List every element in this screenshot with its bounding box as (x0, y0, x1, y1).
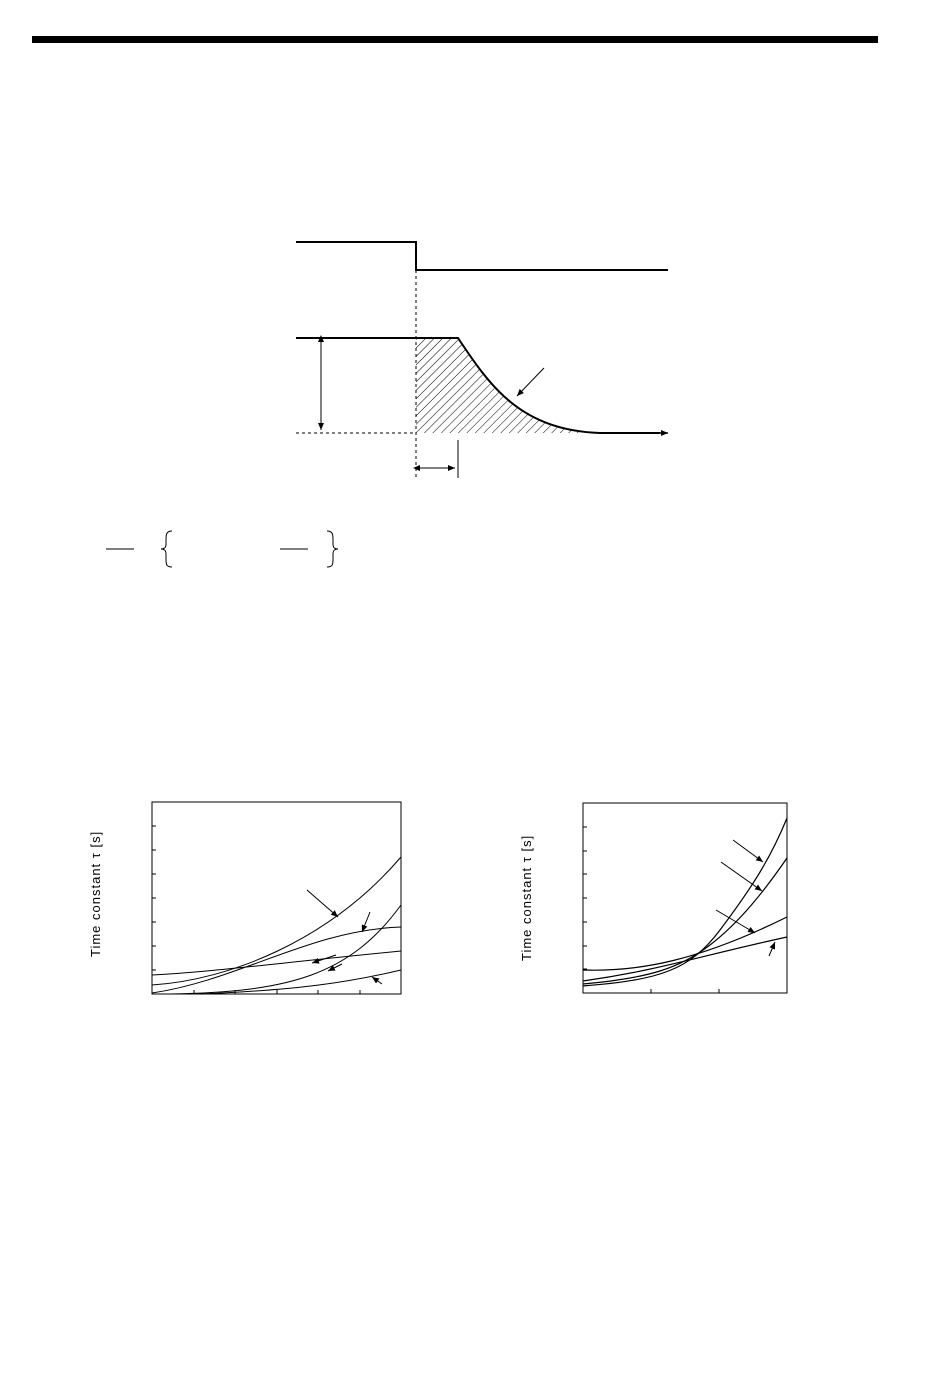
pointer-arrow (311, 954, 337, 964)
step-signal (296, 241, 668, 271)
curve-4 (169, 904, 402, 995)
curve-pointer-arrow (516, 367, 545, 397)
curve-2 (582, 857, 788, 985)
curve-3 (151, 926, 402, 994)
y-axis-label: Time constant τ [s] (88, 830, 103, 957)
curve-1 (582, 817, 788, 987)
pointer-arrow (371, 976, 383, 985)
y-ticks (152, 825, 156, 971)
formula (106, 530, 339, 568)
graph-right (582, 802, 788, 994)
decay-curve (296, 337, 660, 434)
pointer-arrow (327, 963, 343, 972)
pointer-arrow (306, 889, 339, 918)
curve-5 (199, 969, 402, 995)
pointer-arrow (361, 911, 371, 933)
graph-left (151, 801, 402, 995)
plot-frame (151, 801, 402, 995)
timing-diagram (296, 241, 668, 478)
right-brace (326, 530, 339, 568)
pointer-arrow (715, 909, 756, 934)
pointer-arrow (720, 861, 763, 892)
y-axis-label: Time constant τ [s] (519, 834, 534, 961)
curve-4 (582, 936, 788, 982)
curve-3 (582, 916, 788, 971)
pointer-arrow (732, 839, 764, 863)
header-rule (32, 36, 878, 43)
x-ticks (650, 989, 720, 993)
curve-1 (151, 856, 402, 986)
pointer-arrow (768, 941, 776, 957)
y-ticks (583, 826, 587, 970)
left-brace (160, 530, 173, 568)
decay-hatched-area (416, 338, 600, 433)
curve-2 (151, 950, 402, 976)
